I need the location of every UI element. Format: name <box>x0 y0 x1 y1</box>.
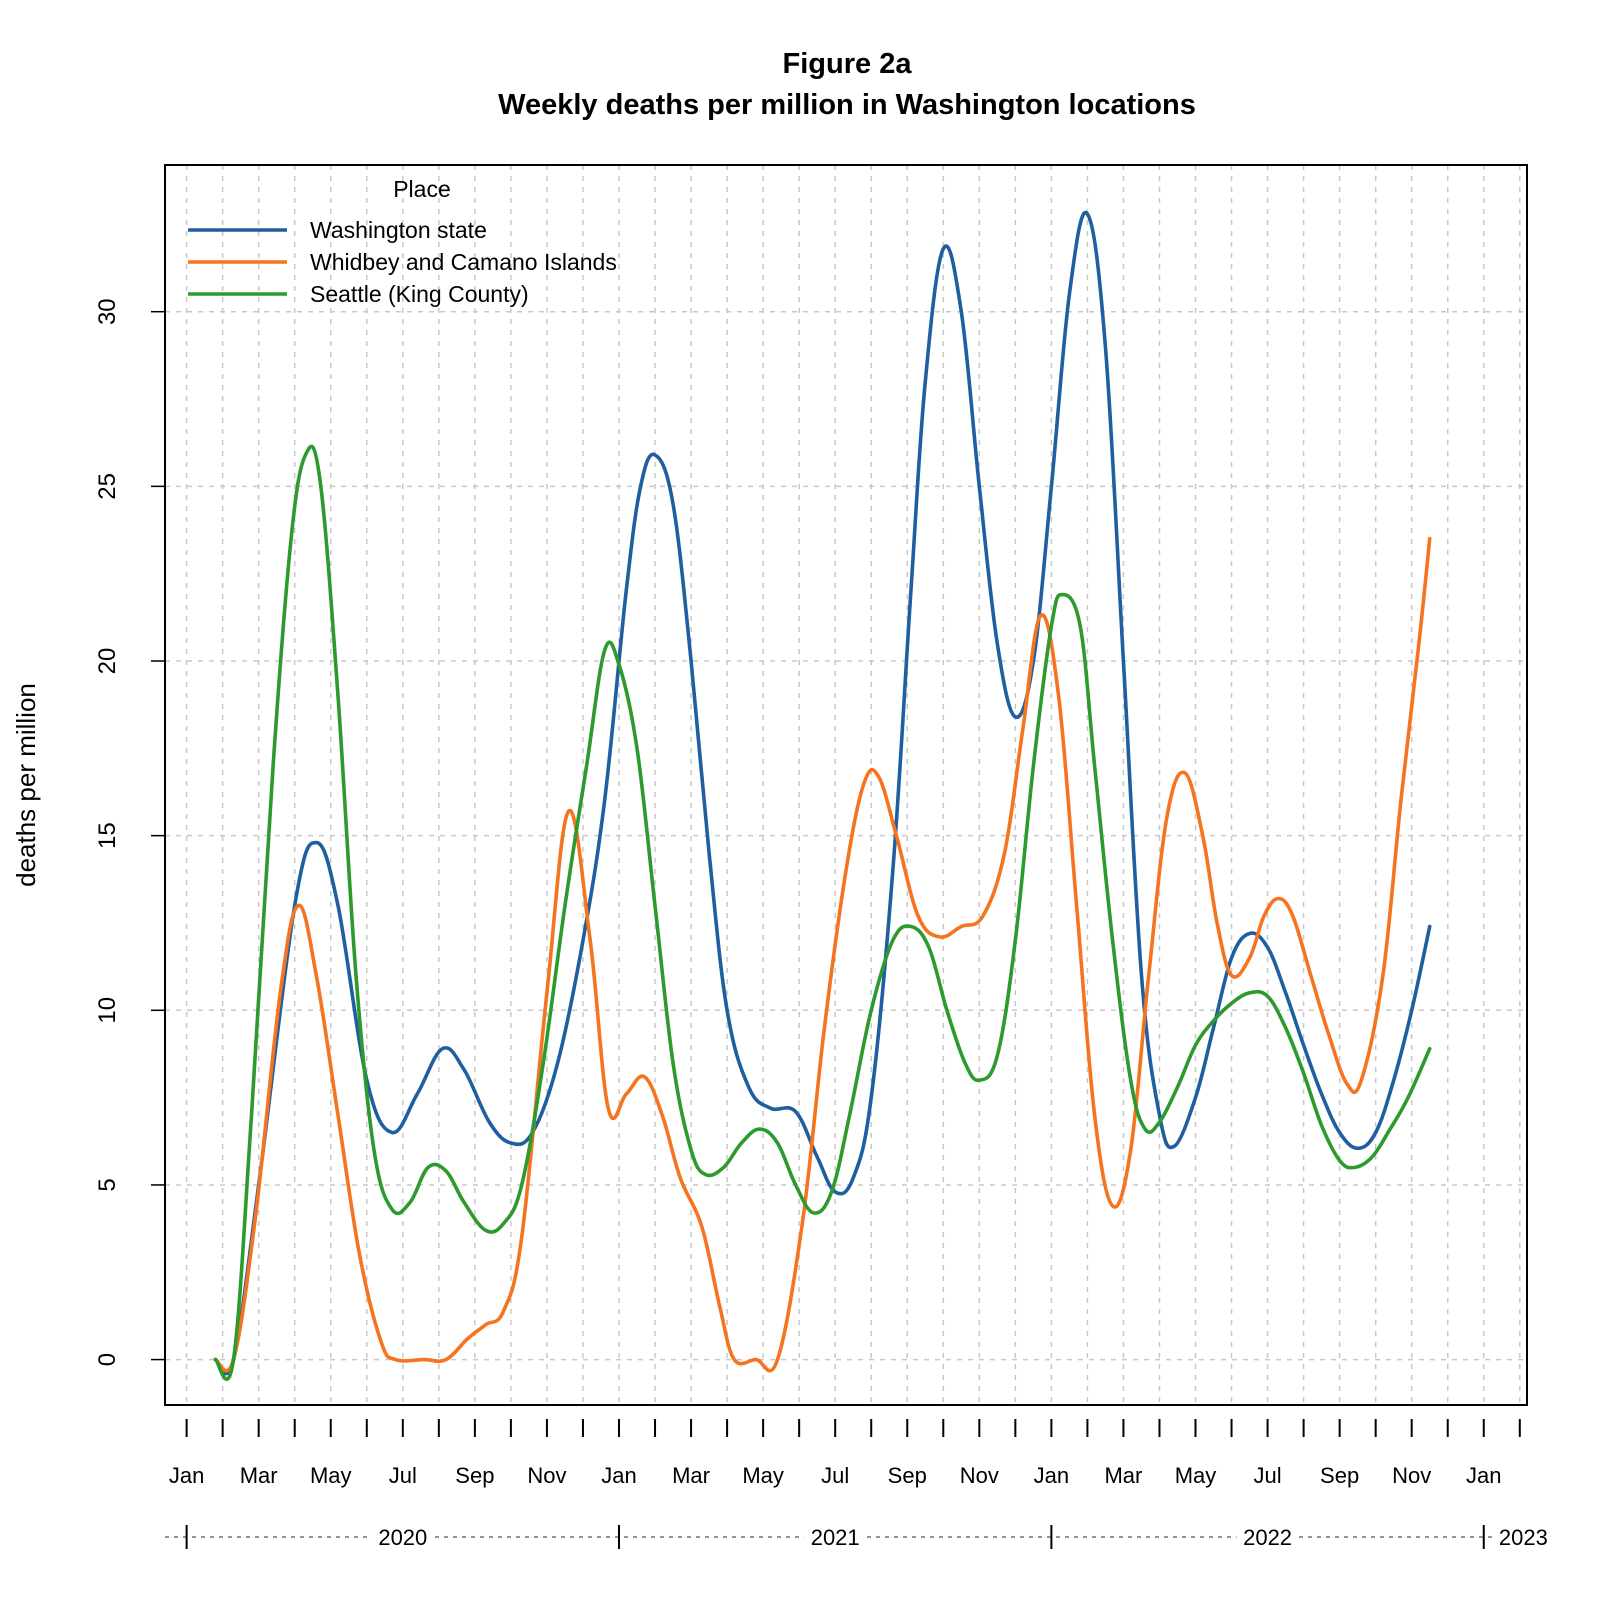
series-line-3 <box>213 444 1432 1381</box>
y-axis: 0 5 10 15 20 25 30 <box>94 298 165 1366</box>
year-label-background <box>804 1523 867 1551</box>
year-label: 2020 <box>378 1525 427 1550</box>
y-tick-label: 5 <box>94 1178 121 1191</box>
x-tick-label: Mar <box>672 1463 710 1488</box>
y-tick-label: 10 <box>94 997 121 1024</box>
x-tick-label: Jan <box>169 1463 204 1488</box>
y-tick-label: 15 <box>94 822 121 849</box>
x-tick-label: Jan <box>601 1463 636 1488</box>
chart-title: Figure 2a <box>783 48 913 80</box>
legend-label: Whidbey and Camano Islands <box>310 249 617 275</box>
plot-frame <box>164 164 1528 1406</box>
y-tick-label: 25 <box>94 473 121 500</box>
x-tick-label: May <box>1175 1463 1217 1488</box>
x-tick-label: Sep <box>455 1463 494 1488</box>
x-tick-label: May <box>742 1463 784 1488</box>
x-tick-label: Jul <box>821 1463 849 1488</box>
year-label: 2022 <box>1243 1525 1292 1550</box>
chart-subtitle: Weekly deaths per million in Washington … <box>498 89 1196 121</box>
y-axis-label: deaths per million <box>11 683 41 887</box>
x-tick-label: Nov <box>960 1463 999 1488</box>
x-tick-label: Mar <box>240 1463 278 1488</box>
legend-label: Seattle (King County) <box>310 281 529 307</box>
x-tick-label: Nov <box>527 1463 566 1488</box>
grid <box>165 165 1527 1405</box>
legend: Place Washington state Whidbey and Camano… <box>188 176 617 307</box>
legend-items: Washington state Whidbey and Camano Islan… <box>188 217 617 307</box>
x-tick-label: Sep <box>1320 1463 1359 1488</box>
x-tick-label: Jan <box>1466 1463 1501 1488</box>
y-tick-label: 0 <box>94 1353 121 1366</box>
legend-title: Place <box>393 176 451 202</box>
x-tick-label: Sep <box>888 1463 927 1488</box>
year-label: 2021 <box>811 1525 860 1550</box>
y-tick-label: 20 <box>94 648 121 675</box>
y-tick-label: 30 <box>94 298 121 325</box>
series-line-2 <box>213 536 1432 1373</box>
x-tick-label: Jul <box>389 1463 417 1488</box>
year-label-background <box>1236 1523 1299 1551</box>
x-axis: Jan Mar May Jul Sep Nov Jan Mar May Jul Sep Nov Jan M… <box>165 1419 1555 1551</box>
year-label: 2023 <box>1499 1525 1548 1550</box>
series-line-1 <box>213 210 1432 1376</box>
x-tick-label: Mar <box>1104 1463 1142 1488</box>
year-label-background <box>1492 1523 1555 1551</box>
x-tick-label: Jul <box>1254 1463 1282 1488</box>
x-tick-label: Nov <box>1392 1463 1431 1488</box>
series-lines <box>213 210 1432 1381</box>
year-label-background <box>371 1523 434 1551</box>
x-tick-label: May <box>310 1463 352 1488</box>
legend-label: Washington state <box>310 217 487 243</box>
x-tick-label: Jan <box>1034 1463 1069 1488</box>
